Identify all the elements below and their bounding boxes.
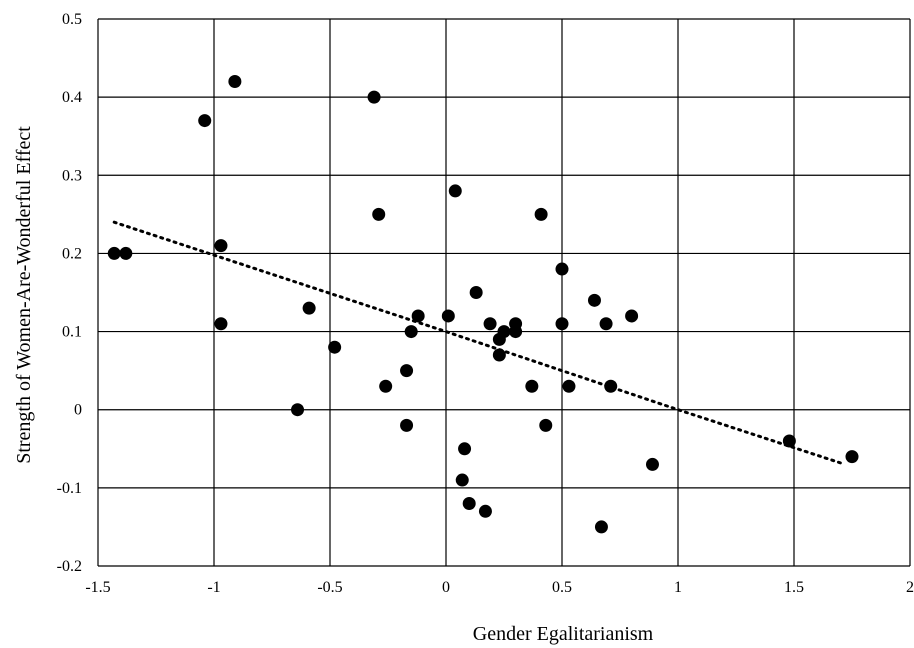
data-point bbox=[562, 379, 576, 393]
data-point bbox=[400, 364, 414, 378]
data-point bbox=[214, 317, 228, 331]
x-tick-label: -1.5 bbox=[85, 579, 110, 596]
data-point bbox=[483, 317, 497, 331]
x-tick-label: -1 bbox=[207, 579, 220, 596]
data-point bbox=[400, 418, 414, 432]
data-point bbox=[587, 293, 601, 307]
data-point bbox=[599, 317, 613, 331]
x-axis-title: Gender Egalitarianism bbox=[473, 623, 654, 645]
trendline bbox=[112, 220, 847, 466]
y-tick-label: 0.1 bbox=[62, 324, 82, 341]
data-point bbox=[462, 496, 476, 510]
data-point bbox=[448, 184, 462, 198]
x-tick-label: 0 bbox=[442, 579, 450, 596]
data-point bbox=[411, 309, 425, 323]
data-point bbox=[594, 520, 608, 534]
x-tick-label: 0.5 bbox=[552, 579, 572, 596]
data-point bbox=[302, 301, 316, 315]
data-point bbox=[469, 286, 483, 299]
x-tick-label: 2 bbox=[906, 579, 914, 596]
data-point bbox=[379, 379, 393, 393]
data-point bbox=[604, 379, 618, 393]
data-point bbox=[458, 442, 472, 456]
data-points bbox=[107, 75, 859, 534]
y-tick-label: 0.4 bbox=[62, 89, 82, 106]
data-point bbox=[845, 450, 859, 464]
data-point bbox=[328, 340, 342, 354]
data-point bbox=[782, 434, 796, 448]
data-point bbox=[555, 262, 569, 276]
data-point bbox=[404, 325, 418, 339]
data-point bbox=[372, 207, 386, 221]
data-point bbox=[539, 418, 553, 432]
data-point bbox=[291, 403, 305, 417]
y-tick-label: 0 bbox=[74, 402, 82, 419]
data-point bbox=[534, 207, 548, 221]
y-tick-labels: -0.2 -0.1 0 0.1 0.2 0.3 0.4 0.5 bbox=[57, 11, 82, 575]
data-point bbox=[198, 114, 212, 128]
y-tick-label: 0.5 bbox=[62, 11, 82, 28]
data-point bbox=[119, 246, 133, 260]
data-point bbox=[367, 90, 381, 104]
y-axis-title: Strength of Women-Are-Wonderful Effect bbox=[13, 126, 35, 464]
x-tick-label: 1 bbox=[674, 579, 682, 596]
x-tick-labels: -1.5 -1 -0.5 0 0.5 1 1.5 2 bbox=[85, 579, 914, 596]
data-point bbox=[509, 325, 523, 339]
trendline-group bbox=[112, 220, 847, 466]
y-tick-label: 0.2 bbox=[62, 245, 82, 262]
data-point bbox=[107, 246, 121, 260]
y-tick-label: 0.3 bbox=[62, 167, 82, 184]
data-point bbox=[214, 239, 228, 253]
data-point bbox=[478, 504, 492, 518]
y-tick-label: -0.1 bbox=[57, 480, 82, 497]
x-tick-label: -0.5 bbox=[317, 579, 342, 596]
x-tick-label: 1.5 bbox=[784, 579, 804, 596]
data-point bbox=[645, 457, 659, 471]
data-point bbox=[555, 317, 569, 331]
data-point bbox=[525, 379, 539, 393]
grid-lines bbox=[97, 18, 911, 567]
data-point bbox=[228, 75, 242, 89]
data-point bbox=[441, 309, 455, 323]
y-tick-label: -0.2 bbox=[57, 558, 82, 575]
data-point bbox=[625, 309, 639, 323]
data-point bbox=[455, 473, 469, 487]
data-point bbox=[497, 325, 511, 339]
data-point bbox=[492, 348, 506, 362]
